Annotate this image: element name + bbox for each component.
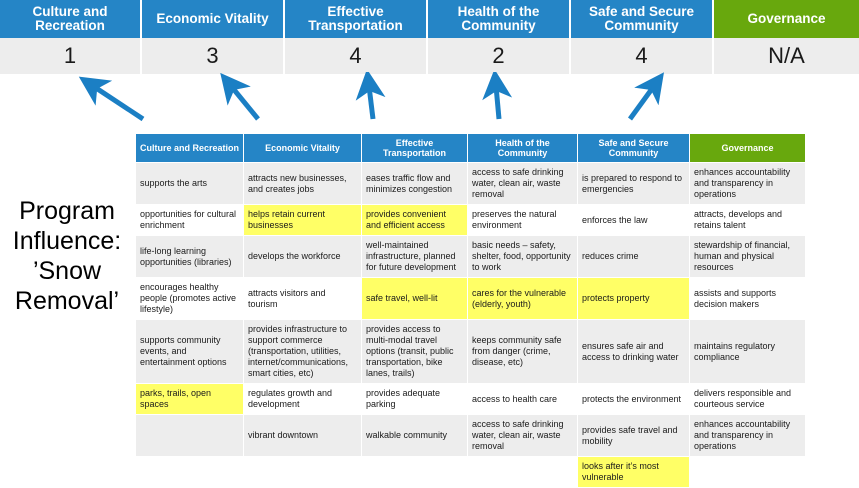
matrix-cell: eases traffic flow and minimizes congest… — [361, 162, 468, 205]
matrix-cell: cares for the vulnerable (elderly, youth… — [467, 277, 578, 320]
scorecard-header-row: Culture and Recreation Economic Vitality… — [0, 0, 859, 38]
matrix-header: Culture and Recreation Economic Vitality… — [135, 133, 806, 163]
scorecard-value-safe-and-secure-community: 4 — [571, 38, 714, 74]
matrix-cell: keeps community safe from danger (crime,… — [467, 319, 578, 384]
matrix-cell: enhances accountability and transparency… — [689, 162, 806, 205]
scorecard-header-label: Safe and Secure Community — [588, 4, 695, 33]
arrow-up-icon — [355, 72, 386, 120]
matrix-cell: encourages healthy people (promotes acti… — [135, 277, 244, 320]
arrow-up-right-icon — [627, 72, 664, 121]
scorecard-header-economic-vitality[interactable]: Economic Vitality — [142, 0, 285, 38]
matrix-cell: safe travel, well-lit — [361, 277, 468, 320]
scorecard-header-label: Effective Transportation — [308, 4, 403, 33]
program-influence-caption: Program Influence: ’Snow Removal’ — [4, 196, 130, 316]
matrix-cell: is prepared to respond to emergencies — [577, 162, 690, 205]
matrix-header-row: Culture and Recreation Economic Vitality… — [135, 133, 806, 163]
matrix-cell: stewardship of financial, human and phys… — [689, 235, 806, 278]
matrix-cell: assists and supports decision makers — [689, 277, 806, 320]
matrix-cell: looks after it’s most vulnerable — [577, 456, 690, 488]
matrix-cell: develops the workforce — [243, 235, 362, 278]
matrix-cell: walkable community — [361, 414, 468, 457]
scorecard-value-row: 1 3 4 2 4 N/A — [0, 38, 859, 74]
scorecard-header-label: Health of the Community — [457, 4, 540, 33]
matrix-cell: provides safe travel and mobility — [577, 414, 690, 457]
table-row: vibrant downtown walkable community access… — [135, 414, 806, 457]
matrix-col-governance: Governance — [689, 133, 806, 163]
scorecard-header-label: Economic Vitality — [156, 11, 269, 26]
caption-line-1: Program — [19, 197, 115, 225]
arrow-up-left-icon — [220, 72, 260, 121]
matrix-cell: parks, trails, open spaces — [135, 383, 244, 415]
matrix-cell-empty — [689, 456, 806, 488]
matrix-cell-empty — [361, 456, 468, 488]
scorecard-value-culture-and-recreation: 1 — [0, 38, 142, 74]
scorecard-value-effective-transportation: 4 — [285, 38, 428, 74]
matrix-cell: access to safe drinking water, clean air… — [467, 162, 578, 205]
influence-matrix-table: Culture and Recreation Economic Vitality… — [135, 133, 806, 488]
matrix-col-culture-and-recreation: Culture and Recreation — [135, 133, 244, 163]
scorecard-header-health-of-the-community[interactable]: Health of the Community — [428, 0, 571, 38]
caption-line-4: Removal’ — [14, 287, 120, 315]
matrix-cell: regulates growth and development — [243, 383, 362, 415]
matrix-cell: opportunities for cultural enrichment — [135, 204, 244, 236]
matrix-cell: helps retain current businesses — [243, 204, 362, 236]
matrix-cell: preserves the natural environment — [467, 204, 578, 236]
scorecard-header-label: Culture and Recreation — [32, 4, 108, 33]
matrix-cell: ensures safe air and access to drinking … — [577, 319, 690, 384]
arrow-up-left-icon — [78, 76, 145, 122]
table-row: life-long learning opportunities (librar… — [135, 235, 806, 278]
matrix-cell: basic needs – safety, shelter, food, opp… — [467, 235, 578, 278]
matrix-cell: enforces the law — [577, 204, 690, 236]
scorecard-header-safe-and-secure-community[interactable]: Safe and Secure Community — [571, 0, 714, 38]
matrix-cell-empty — [135, 456, 244, 488]
matrix-cell: provides infrastructure to support comme… — [243, 319, 362, 384]
matrix-col-effective-transportation: Effective Transportation — [361, 133, 468, 163]
matrix-cell: well-maintained infrastructure, planned … — [361, 235, 468, 278]
matrix-cell-empty — [467, 456, 578, 488]
matrix-cell: maintains regulatory compliance — [689, 319, 806, 384]
matrix-cell: provides adequate parking — [361, 383, 468, 415]
scorecard-header-culture-and-recreation[interactable]: Culture and Recreation — [0, 0, 142, 38]
table-row: supports community events, and entertain… — [135, 319, 806, 384]
matrix-cell: access to health care — [467, 383, 578, 415]
table-row: supports the arts attracts new businesses… — [135, 162, 806, 205]
table-row: opportunities for cultural enrichment hel… — [135, 204, 806, 236]
matrix-cell: supports the arts — [135, 162, 244, 205]
matrix-cell: enhances accountability and transparency… — [689, 414, 806, 457]
matrix-cell: attracts new businesses, and creates job… — [243, 162, 362, 205]
matrix-cell: provides convenient and efficient access — [361, 204, 468, 236]
arrow-connector-group — [78, 72, 664, 122]
matrix-cell: vibrant downtown — [243, 414, 362, 457]
matrix-col-safe-and-secure-community: Safe and Secure Community — [577, 133, 690, 163]
scorecard-banner: Culture and Recreation Economic Vitality… — [0, 0, 859, 74]
caption-line-3: ’Snow — [32, 257, 102, 285]
matrix-cell: life-long learning opportunities (librar… — [135, 235, 244, 278]
matrix-cell-empty — [243, 456, 362, 488]
table-row: encourages healthy people (promotes acti… — [135, 277, 806, 320]
scorecard-header-label: Governance — [747, 11, 826, 26]
caption-line-2: Influence: — [12, 227, 122, 255]
matrix-cell: delivers responsible and courteous servi… — [689, 383, 806, 415]
matrix-cell: protects property — [577, 277, 690, 320]
matrix-cell-empty — [135, 414, 244, 457]
matrix-cell: provides access to multi-modal travel op… — [361, 319, 468, 384]
arrow-up-icon — [482, 72, 513, 120]
scorecard-value-governance: N/A — [714, 38, 859, 74]
scorecard-value-health-of-the-community: 2 — [428, 38, 571, 74]
matrix-col-health-of-the-community: Health of the Community — [467, 133, 578, 163]
matrix-cell: access to safe drinking water, clean air… — [467, 414, 578, 457]
matrix-col-economic-vitality: Economic Vitality — [243, 133, 362, 163]
table-row: looks after it’s most vulnerable — [135, 456, 806, 488]
matrix-body: supports the arts attracts new businesses… — [135, 162, 806, 488]
scorecard-header-governance[interactable]: Governance — [714, 0, 859, 38]
matrix-cell: attracts, develops and retains talent — [689, 204, 806, 236]
scorecard-header-effective-transportation[interactable]: Effective Transportation — [285, 0, 428, 38]
scorecard-value-economic-vitality: 3 — [142, 38, 285, 74]
matrix-cell: protects the environment — [577, 383, 690, 415]
table-row: parks, trails, open spaces regulates grow… — [135, 383, 806, 415]
matrix-cell: supports community events, and entertain… — [135, 319, 244, 384]
matrix-cell: reduces crime — [577, 235, 690, 278]
matrix-cell: attracts visitors and tourism — [243, 277, 362, 320]
